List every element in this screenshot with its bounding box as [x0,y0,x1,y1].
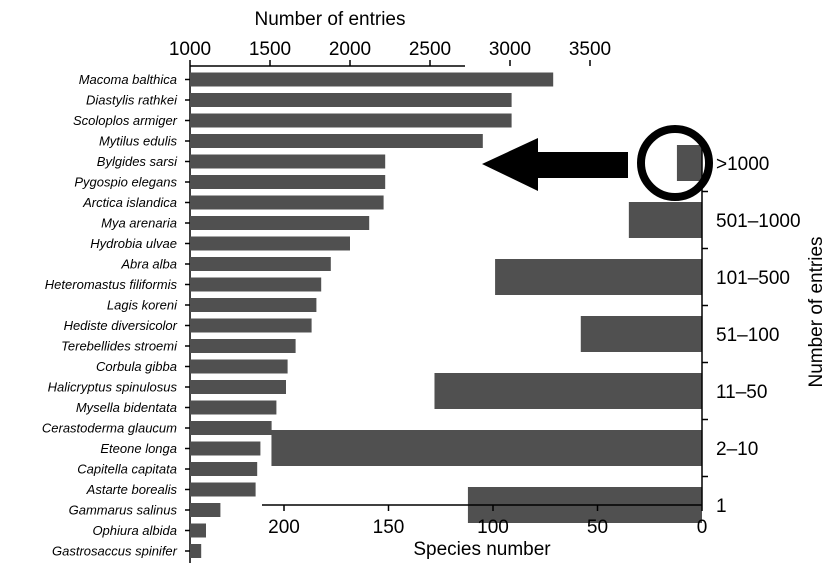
top-axis-ticks: 1000 1500 2000 2500 3000 3500 [169,39,611,66]
species-label: Scoloplos armiger [73,113,178,128]
species-labels: Macoma balthica Diastylis rathkei Scoloplo… [42,72,190,559]
bin-bar [271,430,702,466]
species-label: Terebellides stroemi [61,339,178,354]
species-label: Mytilus edulis [99,134,178,149]
bottom-tick-label: 50 [587,517,608,538]
bin-label: 1 [716,496,727,517]
species-bar [190,339,296,353]
species-bar [190,93,512,107]
species-bar [190,277,322,292]
species-bar [190,380,286,394]
species-bars [190,72,554,558]
bin-label: 501–1000 [716,211,801,232]
bottom-tick-label: 100 [477,517,509,538]
bottom-tick-label: 150 [373,517,405,538]
species-bar [190,544,202,558]
bin-bar [676,145,702,181]
species-bar [190,216,370,230]
bin-label: 101–500 [716,268,790,289]
species-bar [190,400,277,415]
species-label: Pygospio elegans [74,175,177,190]
species-bar [190,72,554,87]
bin-bar [495,259,702,295]
species-bar [190,175,386,189]
species-bar [190,503,221,517]
species-label: Astarte borealis [86,482,178,497]
species-label: Gastrosaccus spinifer [52,544,178,559]
species-label: Mya arenaria [101,216,177,231]
top-axis-title: Number of entries [254,9,405,30]
bottom-axis-title: Species number [413,539,551,560]
species-label: Hediste diversicolor [64,318,178,333]
species-label: Ophiura albida [92,523,177,538]
top-tick-label: 1500 [249,39,291,60]
species-bar [190,134,483,148]
species-label: Arctica islandica [82,195,177,210]
species-bar [190,441,261,456]
bin-label: 51–100 [716,325,779,346]
bin-label: 11–50 [716,382,767,403]
top-tick-label: 1000 [169,39,211,60]
right-axis-title: Number of entries [806,236,827,387]
species-bar [190,298,317,312]
species-bar [190,195,384,210]
species-bar [190,462,258,476]
species-label: Diastylis rathkei [86,93,178,108]
top-tick-label: 2000 [329,39,371,60]
species-label: Eteone longa [100,441,177,456]
top-tick-label: 3000 [489,39,531,60]
species-label: Hydrobia ulvae [90,236,177,251]
species-label: Gammarus salinus [69,503,178,518]
species-label: Corbula gibba [96,359,177,374]
bin-label: >1000 [716,154,769,175]
species-bar [190,318,312,333]
bin-labels: >1000 501–1000 101–500 51–100 11–50 2–10 1 [702,154,801,517]
left-arrow-icon [482,138,628,191]
top-tick-label: 2500 [409,39,451,60]
species-label: Halicryptus spinulosus [48,380,178,395]
bin-bar [628,202,702,238]
species-label: Cerastoderma glaucum [42,421,177,436]
bin-bar [580,316,702,352]
species-label: Capitella capitata [77,462,177,477]
bin-label: 2–10 [716,439,758,460]
species-bar [190,154,386,169]
species-label: Abra alba [120,257,177,272]
bottom-tick-label: 200 [268,517,300,538]
species-label: Macoma balthica [79,72,177,87]
species-label: Heteromastus filiformis [45,277,178,292]
highlight-circle [637,125,713,201]
bin-bar [434,373,702,409]
species-bar [190,113,512,128]
bottom-axis-ticks: 200 150 100 50 0 [268,505,707,538]
species-bar [190,523,206,538]
species-bar [190,359,288,374]
species-label: Bylgides sarsi [97,154,178,169]
species-bar [190,421,272,435]
bottom-tick-label: 0 [697,517,708,538]
species-bar [190,236,350,251]
species-label: Mysella bidentata [76,400,177,415]
species-bar [190,482,256,497]
species-bar [190,257,331,271]
species-label: Lagis koreni [107,298,178,313]
top-tick-label: 3500 [569,39,611,60]
